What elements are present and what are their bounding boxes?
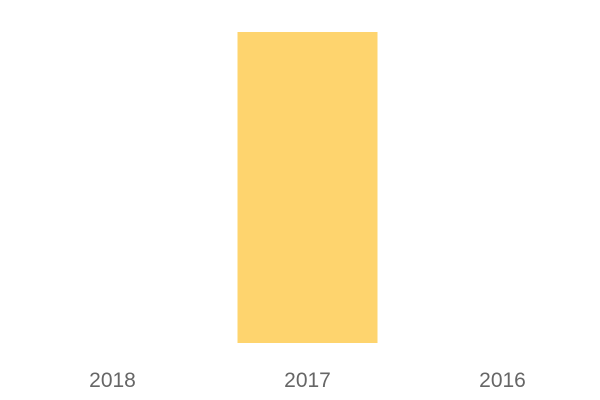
x-tick-label: 2018 <box>89 369 136 392</box>
bar-2017 <box>237 32 378 343</box>
x-tick-label: 2016 <box>479 369 526 392</box>
x-tick-label: 2017 <box>284 369 331 392</box>
